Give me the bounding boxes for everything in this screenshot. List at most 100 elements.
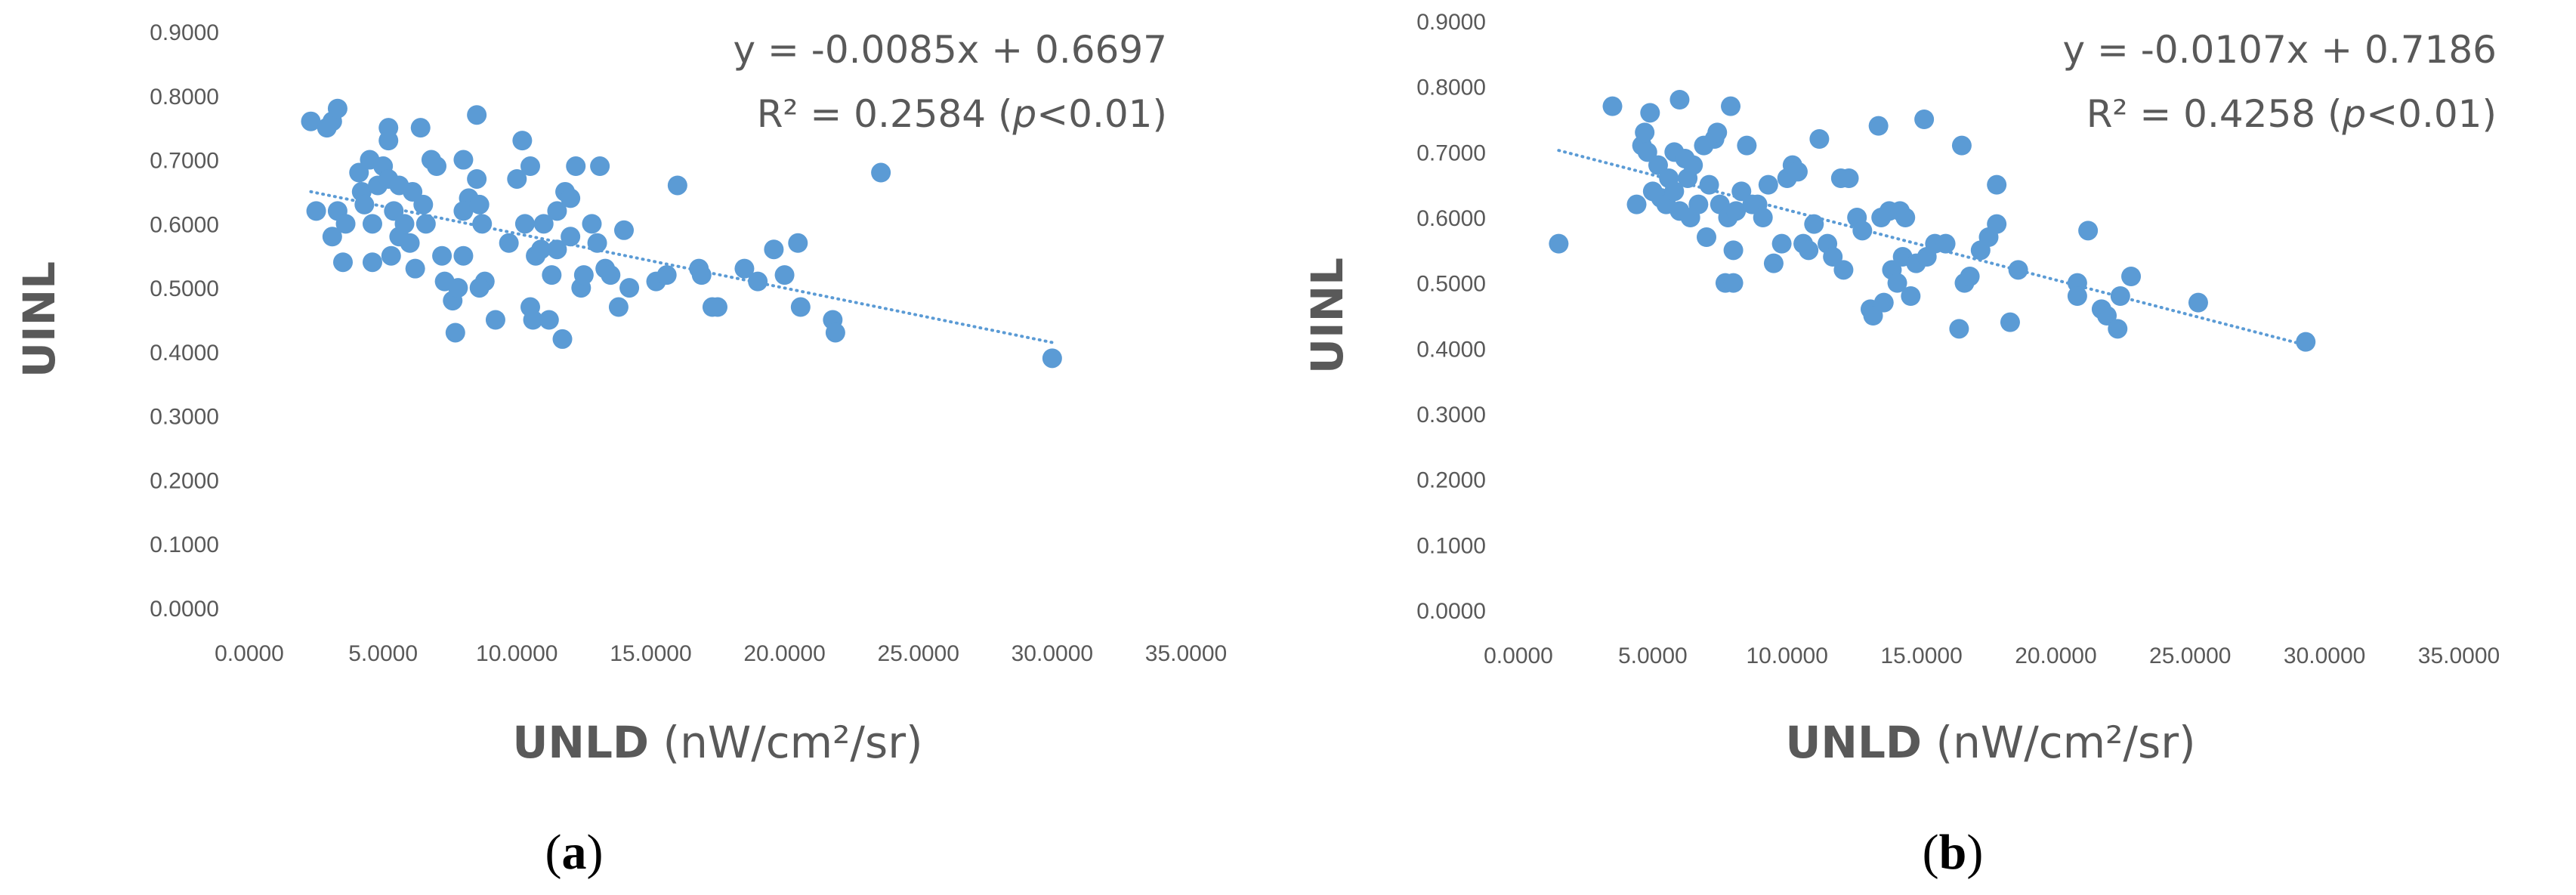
- panel-label: (b): [1923, 825, 1984, 880]
- trendline: [309, 190, 1054, 344]
- data-point: [1707, 122, 1728, 143]
- data-point: [1697, 227, 1716, 247]
- data-point: [547, 239, 567, 260]
- data-point: [415, 214, 436, 234]
- x-tick-label: 35.0000: [1145, 641, 1227, 666]
- data-point: [467, 105, 487, 125]
- y-tick-label: 0.8000: [1416, 76, 1486, 100]
- data-point: [333, 252, 353, 273]
- chart-a: 0.0000 0.1000 0.2000 0.3000 0.4000 0.5000 0.60…: [14, 20, 1227, 880]
- data-point: [2067, 286, 2087, 306]
- data-point: [2078, 221, 2099, 241]
- data-point: [1949, 319, 1969, 339]
- data-point: [608, 297, 629, 317]
- y-tick-label: 0.5000: [150, 276, 219, 301]
- x-tick-label: 10.0000: [1746, 643, 1827, 668]
- data-point: [306, 201, 326, 221]
- y-tick-label: 0.3000: [1416, 403, 1486, 427]
- data-point: [2108, 319, 2128, 339]
- data-point: [1809, 129, 1830, 149]
- data-point: [445, 323, 465, 343]
- data-point: [1731, 181, 1752, 202]
- data-point: [453, 201, 474, 221]
- y-tick-label: 0.2000: [1416, 468, 1486, 493]
- x-tick-label: 15.0000: [1880, 643, 1962, 668]
- data-point: [1683, 155, 1703, 175]
- data-point: [2000, 312, 2020, 332]
- x-tick-label: 25.0000: [877, 641, 959, 666]
- data-point: [1602, 96, 1623, 116]
- data-point: [1699, 174, 1719, 195]
- x-axis-title: UNLD (nW/cm²/sr): [512, 717, 922, 768]
- data-point: [1987, 174, 2007, 195]
- data-point: [1721, 96, 1741, 116]
- data-point: [1723, 240, 1744, 261]
- data-point: [790, 297, 811, 317]
- data-point: [322, 227, 342, 247]
- x-tick-label: 0.0000: [1484, 643, 1553, 668]
- data-point: [1895, 208, 1916, 227]
- y-tick-label: 0.0000: [150, 597, 219, 622]
- trendline-equation: y = -0.0085x + 0.6697: [734, 28, 1168, 72]
- x-tick-label: 15.0000: [610, 641, 691, 666]
- y-tick-label: 0.9000: [150, 20, 219, 45]
- data-point: [1763, 253, 1784, 273]
- panel-label-letter: a: [562, 825, 587, 880]
- data-point: [1688, 194, 1709, 214]
- data-point: [614, 220, 634, 240]
- y-tick-label: 0.1000: [1416, 533, 1486, 558]
- x-tick-label: 10.0000: [476, 641, 558, 666]
- data-point: [335, 214, 356, 234]
- chart-b: 0.0000 0.1000 0.2000 0.3000 0.4000 0.5000 0.60…: [1302, 10, 2500, 880]
- y-tick-label: 0.5000: [1416, 272, 1486, 297]
- y-tick-label: 0.0000: [1416, 599, 1486, 624]
- data-point: [1799, 240, 1819, 261]
- data-point: [427, 156, 446, 177]
- panel-b: 0.0000 0.1000 0.2000 0.3000 0.4000 0.5000 0.60…: [1288, 0, 2576, 895]
- data-point: [1852, 221, 1873, 241]
- y-tick-label: 0.2000: [150, 468, 219, 493]
- data-point: [472, 214, 493, 234]
- data-point: [1737, 135, 1757, 156]
- trendline-equation: y = -0.0107x + 0.7186: [2063, 28, 2497, 72]
- data-point: [327, 98, 347, 119]
- data-point: [1723, 273, 1744, 293]
- data-point: [539, 310, 559, 330]
- data-point: [788, 233, 808, 253]
- data-point: [748, 271, 768, 292]
- x-tick-label: 5.0000: [1618, 643, 1688, 668]
- data-point: [656, 265, 677, 285]
- data-point: [507, 168, 527, 189]
- data-point: [1823, 247, 1843, 267]
- data-point: [469, 194, 490, 214]
- y-tick-label: 0.6000: [1416, 206, 1486, 231]
- data-point: [394, 214, 415, 234]
- data-point: [1951, 135, 1972, 156]
- data-point: [619, 278, 640, 298]
- data-point: [1648, 155, 1668, 175]
- data-point: [1758, 174, 1778, 195]
- data-point: [1833, 260, 1854, 280]
- y-tick-label: 0.7000: [150, 149, 219, 174]
- x-tick-label: 25.0000: [2149, 643, 2231, 668]
- data-point: [448, 278, 468, 298]
- data-point: [825, 323, 845, 343]
- data-point: [1887, 273, 1907, 293]
- data-point: [601, 265, 621, 285]
- x-tick-label: 30.0000: [1012, 641, 1093, 666]
- data-point: [566, 156, 586, 177]
- data-point: [542, 265, 562, 285]
- data-point: [354, 194, 375, 214]
- data-point: [1635, 122, 1655, 143]
- y-tick-label: 0.6000: [150, 212, 219, 237]
- data-point: [400, 233, 420, 253]
- x-axis-title-unit: (nW/cm²/sr): [649, 717, 923, 768]
- data-point: [1987, 214, 2007, 234]
- data-point: [1787, 162, 1808, 182]
- data-point: [1664, 181, 1685, 202]
- data-point: [871, 162, 891, 183]
- panel-a: 0.0000 0.1000 0.2000 0.3000 0.4000 0.5000 0.60…: [14, 20, 1227, 880]
- y-tick-label: 0.8000: [150, 85, 219, 110]
- data-point: [1839, 168, 1859, 188]
- data-point: [667, 175, 687, 196]
